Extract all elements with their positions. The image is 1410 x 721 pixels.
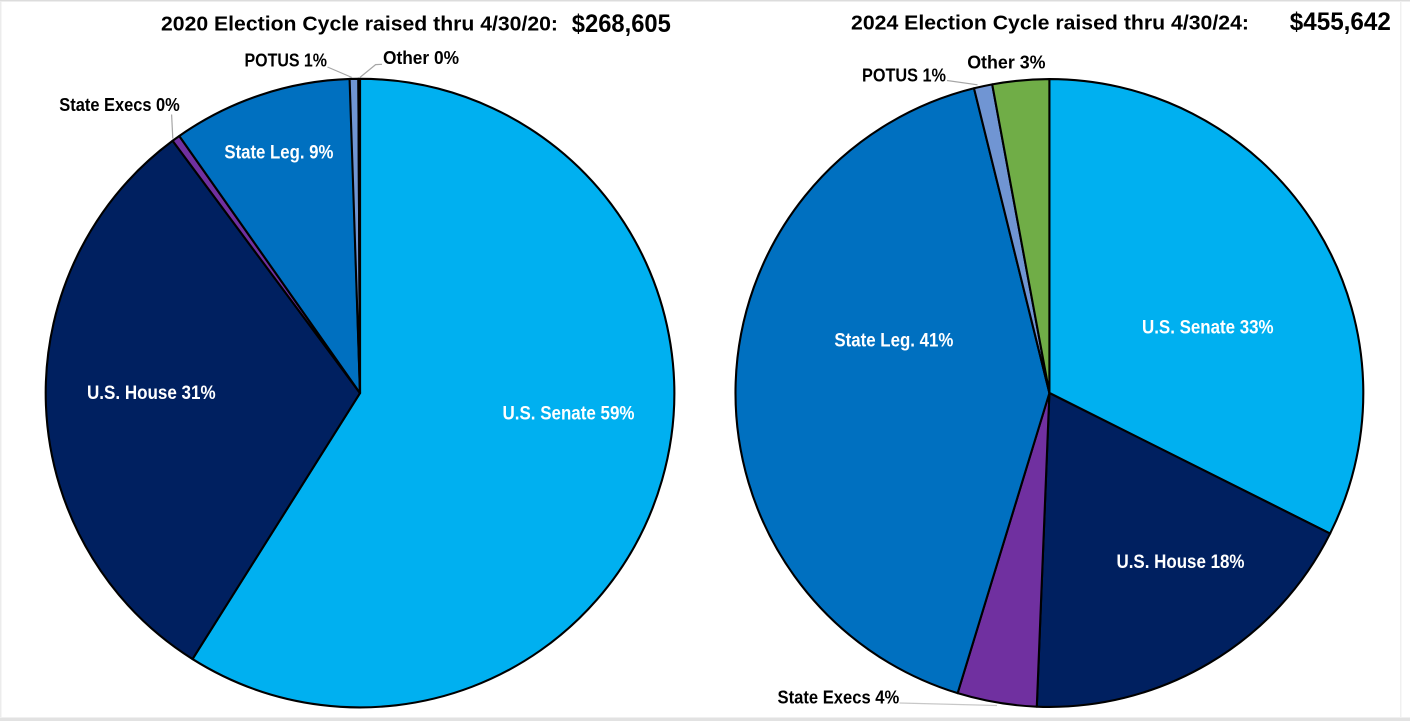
- svg-text:State Leg. 9%: State Leg. 9%: [224, 141, 333, 163]
- svg-text:State Execs 4%: State Execs 4%: [778, 687, 900, 708]
- svg-text:POTUS 1%: POTUS 1%: [862, 65, 946, 86]
- svg-text:2020 Election Cycle raised thr: 2020 Election Cycle raised thru 4/30/20:: [161, 14, 558, 36]
- svg-text:U.S. House 31%: U.S. House 31%: [87, 382, 216, 404]
- svg-text:POTUS 1%: POTUS 1%: [245, 50, 328, 71]
- svg-text:U.S. House 18%: U.S. House 18%: [1117, 551, 1245, 573]
- svg-text:U.S. Senate 59%: U.S. Senate 59%: [503, 403, 635, 425]
- svg-text:$455,642: $455,642: [1290, 8, 1391, 36]
- svg-text:State Leg. 41%: State Leg. 41%: [834, 329, 953, 351]
- svg-text:$268,605: $268,605: [572, 10, 671, 38]
- svg-text:2024 Election Cycle raised thr: 2024 Election Cycle raised thru 4/30/24:: [851, 13, 1249, 35]
- svg-text:U.S. Senate 33%: U.S. Senate 33%: [1142, 316, 1274, 338]
- svg-text:Other 0%: Other 0%: [383, 47, 459, 68]
- svg-text:Other 3%: Other 3%: [967, 52, 1046, 73]
- svg-text:State Execs 0%: State Execs 0%: [59, 94, 180, 115]
